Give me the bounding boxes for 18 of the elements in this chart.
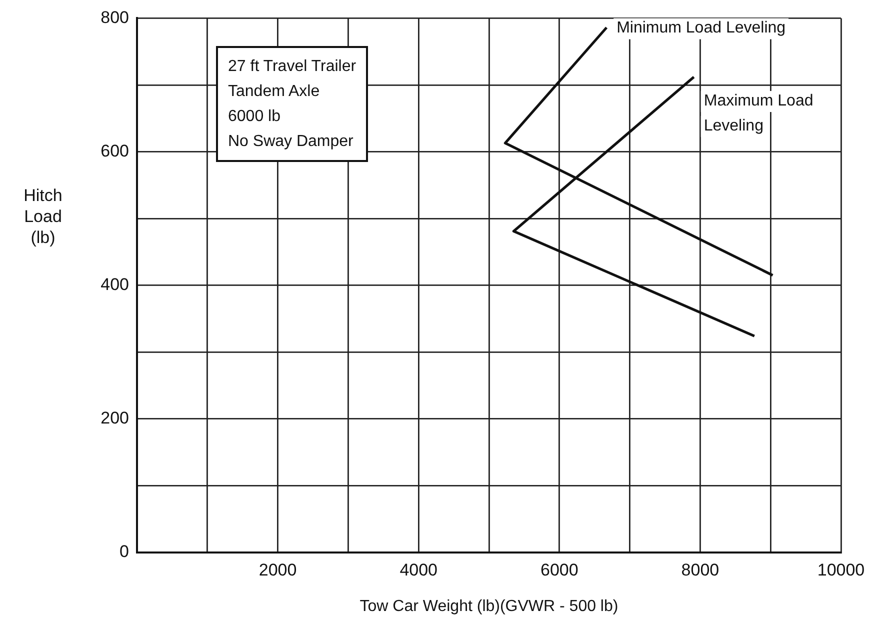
- annotation: No Sway Damper: [228, 132, 354, 152]
- x-tick-label: 6000: [540, 560, 578, 580]
- annotation: 6000 lb: [228, 107, 282, 127]
- x-axis-title: Tow Car Weight (lb)(GVWR - 500 lb): [360, 598, 618, 615]
- series-label: Maximum Load Leveling: [704, 92, 814, 134]
- y-tick-label: 400: [100, 274, 129, 294]
- x-tick-label: 8000: [681, 560, 720, 580]
- y-axis-title: Hitch Load (lb): [22, 185, 64, 248]
- series-label: Minimum Load Leveling: [616, 20, 786, 37]
- annotation: 27 ft Travel Trailer: [228, 57, 356, 77]
- annotation: Tandem Axle: [228, 82, 321, 102]
- x-tick-label: 4000: [400, 560, 438, 580]
- x-tick-label: 2000: [258, 560, 297, 580]
- y-tick-label: 800: [100, 8, 129, 27]
- x-tick-label: 10000: [817, 560, 865, 580]
- y-tick-label: 0: [120, 542, 129, 562]
- y-tick-label: 200: [100, 408, 129, 428]
- y-tick-label: 600: [100, 141, 129, 160]
